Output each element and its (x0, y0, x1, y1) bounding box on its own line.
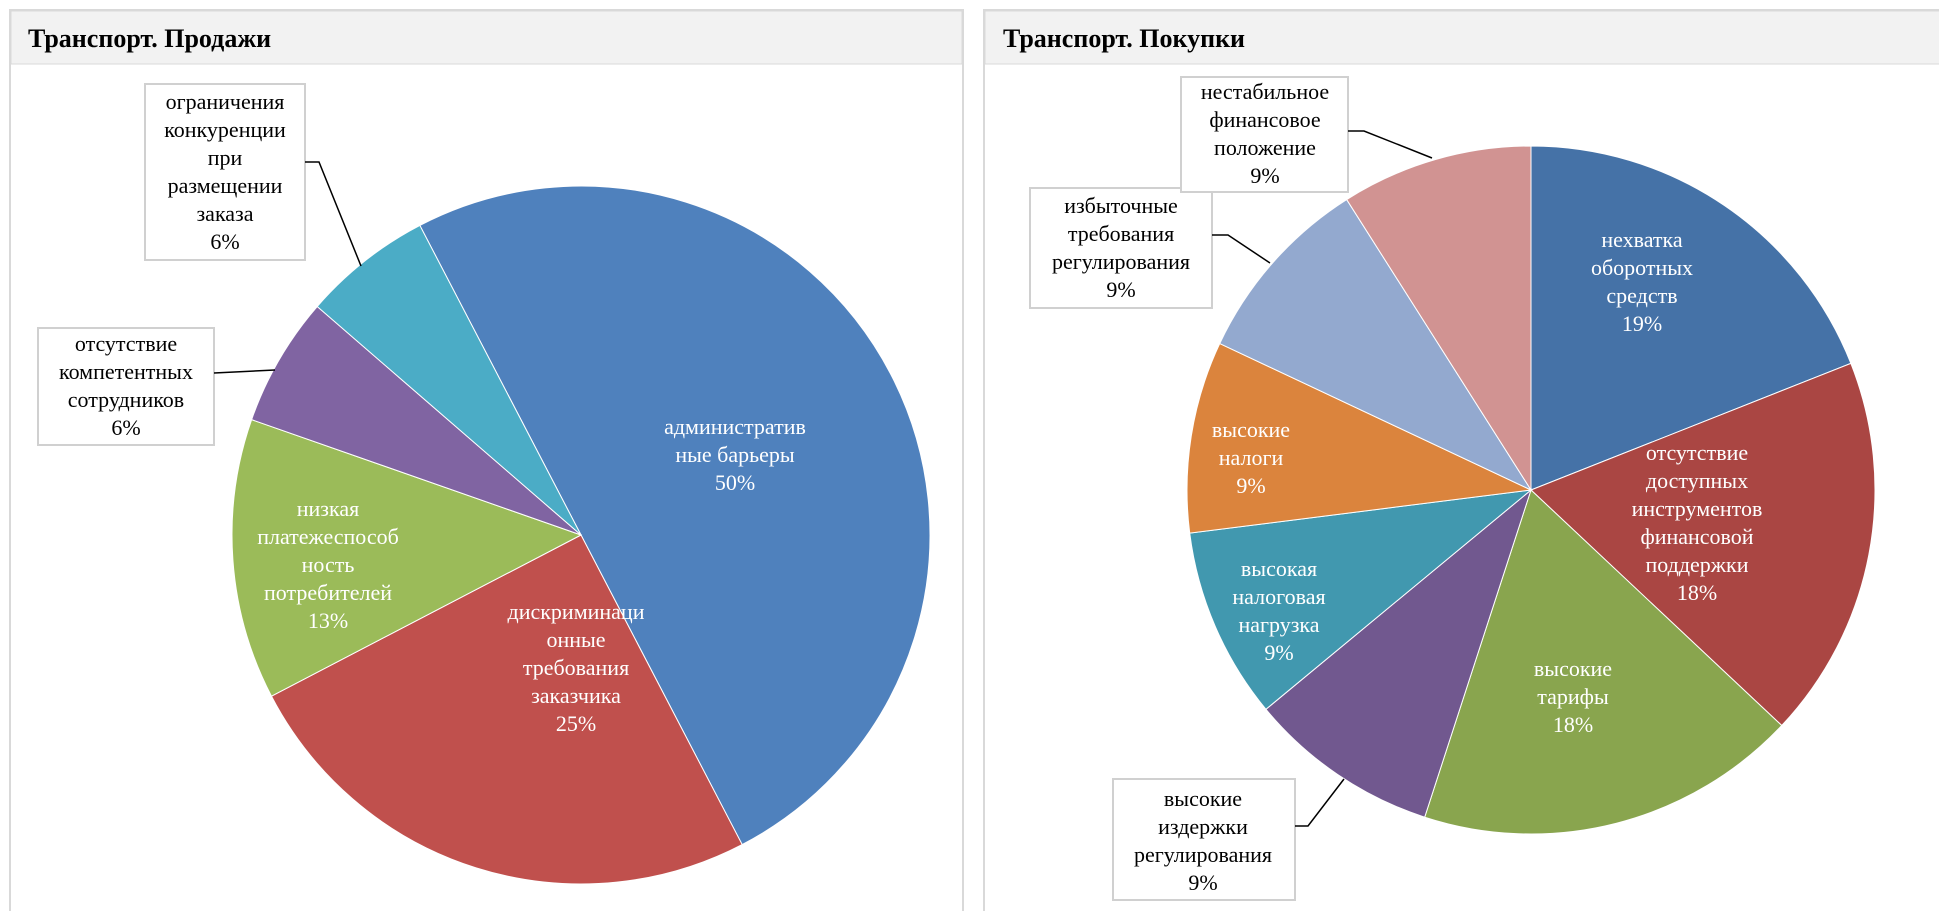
slice-category-label: отсутствие компетентных сотрудников (59, 331, 193, 412)
slice-value-label: 9% (1236, 473, 1265, 498)
pie-slice (316, 224, 582, 536)
slice-value-label: 25% (556, 711, 596, 736)
slice-value-label: 9% (1250, 163, 1279, 188)
slice-value-label: 9% (1188, 870, 1217, 895)
label-box (1112, 778, 1296, 901)
slice-category-label: отсутствие доступных инструментов финансово… (1632, 440, 1763, 577)
slice-category-label: нехватка оборотных средств (1591, 227, 1693, 308)
pie-slice (1186, 342, 1533, 534)
slice-value-label: 18% (1677, 580, 1717, 605)
slice-category-label: низкая платежеспособ ность потребителей (257, 496, 399, 605)
leader-line (1348, 130, 1433, 159)
slice-value-label: 6% (210, 229, 239, 254)
pie-slice (1345, 145, 1532, 492)
slice-value-label: 18% (1553, 712, 1593, 737)
pie-slice (231, 419, 583, 697)
slice-value-label: 13% (308, 608, 348, 633)
pie-slice (1265, 488, 1533, 818)
pie-slice (1530, 145, 1852, 491)
slice-category-label: нестабильное финансовое положение (1201, 79, 1329, 160)
pie-slice (250, 305, 582, 536)
slice-category-label: высокие тарифы (1534, 656, 1612, 709)
slice-value-label: 50% (715, 470, 755, 495)
pie-slice (270, 534, 743, 885)
pie-slice (1530, 362, 1876, 727)
slice-category-label: административ ные барьеры (664, 414, 806, 467)
pie-slice (1424, 489, 1783, 835)
label-box (144, 83, 306, 261)
panel-header (984, 10, 1939, 65)
slice-category-label: избыточные требования регулирования (1052, 193, 1190, 274)
leader-line (1212, 234, 1271, 264)
slice-value-label: 9% (1264, 640, 1293, 665)
leader-line (213, 369, 276, 374)
label-box (37, 327, 215, 446)
chart-title: Транспорт. Продажи (28, 24, 271, 53)
pie-slice (419, 185, 931, 846)
slice-value-label: 9% (1106, 277, 1135, 302)
label-box (1180, 76, 1349, 193)
panel-header (10, 10, 963, 65)
slice-category-label: высокие налоги (1212, 417, 1290, 470)
chart-title: Транспорт. Покупки (1003, 24, 1245, 53)
leader-line (1295, 778, 1345, 827)
slice-category-label: ограничения конкуренции при размещении заказ… (164, 89, 286, 226)
leader-line (305, 161, 362, 267)
slice-value-label: 6% (111, 415, 140, 440)
slice-category-label: высокая налоговая нагрузка (1232, 556, 1325, 637)
pie-slice (1219, 198, 1533, 492)
slice-category-label: дискриминаци онные требования заказчика (508, 599, 645, 708)
slice-category-label: высокие издержки регулирования (1134, 786, 1272, 867)
label-box (1029, 187, 1213, 309)
pie-slice (1189, 489, 1533, 710)
slice-value-label: 19% (1622, 311, 1662, 336)
